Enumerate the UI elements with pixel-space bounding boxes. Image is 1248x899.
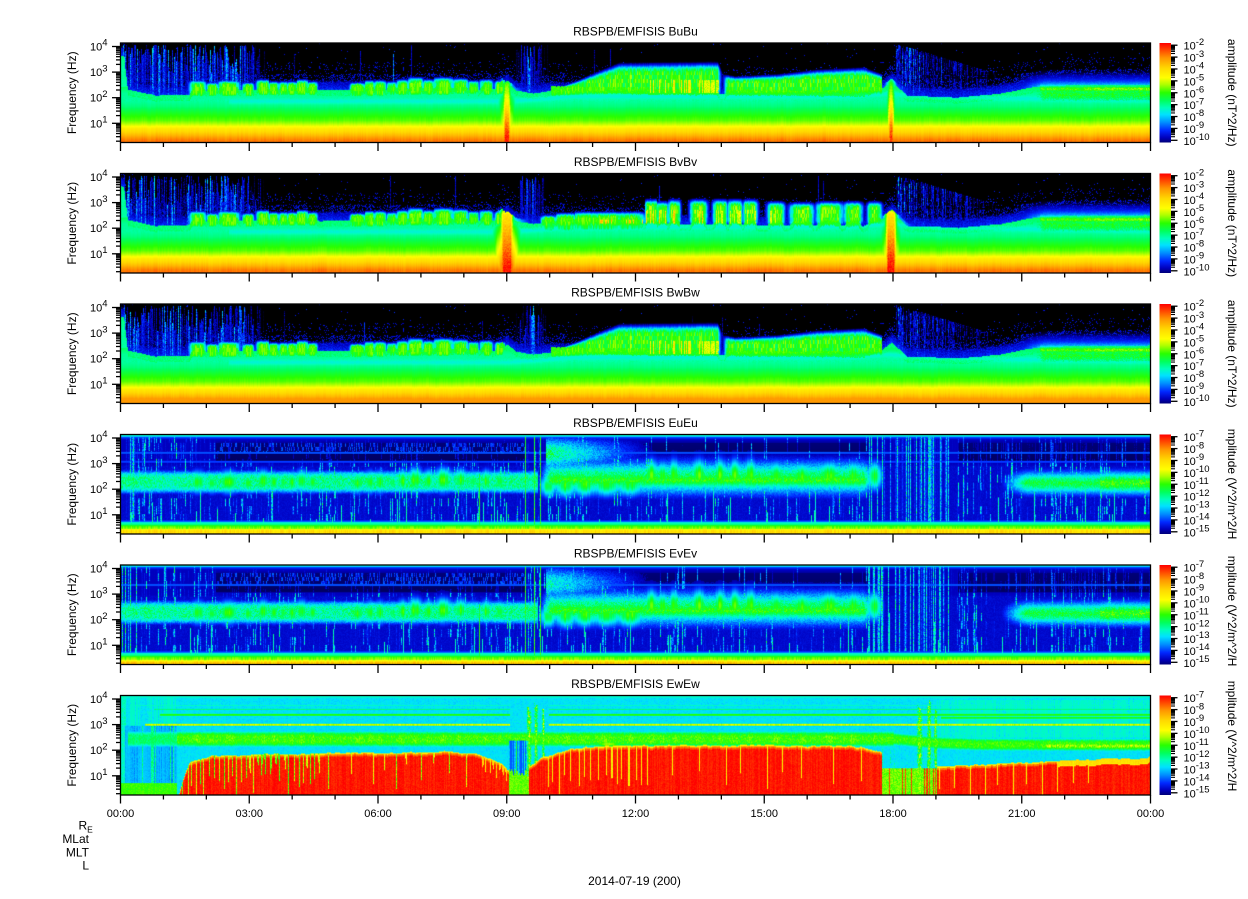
svg-text:103: 103 (90, 194, 108, 210)
svg-text:RBSPB/EMFISIS BvBv: RBSPB/EMFISIS BvBv (574, 155, 697, 169)
svg-text:Frequency (Hz): Frequency (Hz) (65, 704, 79, 787)
svg-text:18:00: 18:00 (879, 808, 907, 820)
svg-text:103: 103 (90, 455, 108, 471)
svg-text:amplitude (nT^2/Hz): amplitude (nT^2/Hz) (1225, 39, 1239, 147)
svg-text:Frequency (Hz): Frequency (Hz) (65, 51, 79, 134)
svg-text:102: 102 (90, 611, 108, 627)
svg-text:21:00: 21:00 (1008, 808, 1036, 820)
svg-text:Frequency (Hz): Frequency (Hz) (65, 312, 79, 395)
svg-text:103: 103 (90, 63, 108, 79)
svg-text:RBSPB/EMFISIS EuEu: RBSPB/EMFISIS EuEu (573, 416, 698, 430)
svg-text:104: 104 (90, 560, 108, 576)
svg-text:Frequency (Hz): Frequency (Hz) (65, 573, 79, 656)
svg-text:12:00: 12:00 (622, 808, 650, 820)
svg-text:mplitude (V^2/m^2/H: mplitude (V^2/m^2/H (1225, 429, 1239, 540)
svg-text:amplitude (nT^2/Hz): amplitude (nT^2/Hz) (1225, 300, 1239, 408)
svg-text:00:00: 00:00 (107, 808, 135, 820)
svg-text:03:00: 03:00 (235, 808, 263, 820)
svg-text:MLat: MLat (62, 832, 89, 846)
svg-text:RBSPB/EMFISIS EwEw: RBSPB/EMFISIS EwEw (571, 677, 700, 691)
svg-text:101: 101 (90, 115, 108, 131)
svg-text:06:00: 06:00 (364, 808, 392, 820)
svg-text:104: 104 (90, 690, 108, 706)
svg-text:2014-07-19 (200): 2014-07-19 (200) (588, 874, 681, 888)
svg-text:Frequency (Hz): Frequency (Hz) (65, 443, 79, 526)
svg-text:102: 102 (90, 480, 108, 496)
svg-text:104: 104 (90, 168, 108, 184)
svg-text:101: 101 (90, 767, 108, 783)
svg-text:RBSPB/EMFISIS BuBu: RBSPB/EMFISIS BuBu (573, 25, 698, 39)
svg-text:101: 101 (90, 245, 108, 261)
svg-text:104: 104 (90, 299, 108, 315)
svg-text:104: 104 (90, 429, 108, 445)
svg-text:102: 102 (90, 219, 108, 235)
svg-text:mplitude (V^2/m^2/H: mplitude (V^2/m^2/H (1225, 681, 1239, 792)
svg-text:102: 102 (90, 89, 108, 105)
svg-text:102: 102 (90, 350, 108, 366)
svg-text:09:00: 09:00 (493, 808, 521, 820)
svg-text:amplitude (nT^2/Hz): amplitude (nT^2/Hz) (1225, 169, 1239, 277)
svg-text:101: 101 (90, 506, 108, 522)
svg-text:15:00: 15:00 (750, 808, 778, 820)
svg-text:MLT: MLT (66, 846, 90, 860)
svg-text:mplitude (V^2/m^2/H: mplitude (V^2/m^2/H (1225, 556, 1239, 667)
svg-text:RBSPB/EMFISIS BwBw: RBSPB/EMFISIS BwBw (571, 286, 700, 300)
svg-text:103: 103 (90, 585, 108, 601)
svg-text:102: 102 (90, 741, 108, 757)
svg-text:Frequency (Hz): Frequency (Hz) (65, 182, 79, 265)
svg-text:101: 101 (90, 376, 108, 392)
svg-text:L: L (82, 859, 89, 873)
svg-text:101: 101 (90, 637, 108, 653)
svg-text:00:00: 00:00 (1137, 808, 1165, 820)
svg-text:104: 104 (90, 38, 108, 54)
svg-text:103: 103 (90, 324, 108, 340)
svg-text:103: 103 (90, 716, 108, 732)
svg-text:RBSPB/EMFISIS EvEv: RBSPB/EMFISIS EvEv (574, 547, 697, 561)
